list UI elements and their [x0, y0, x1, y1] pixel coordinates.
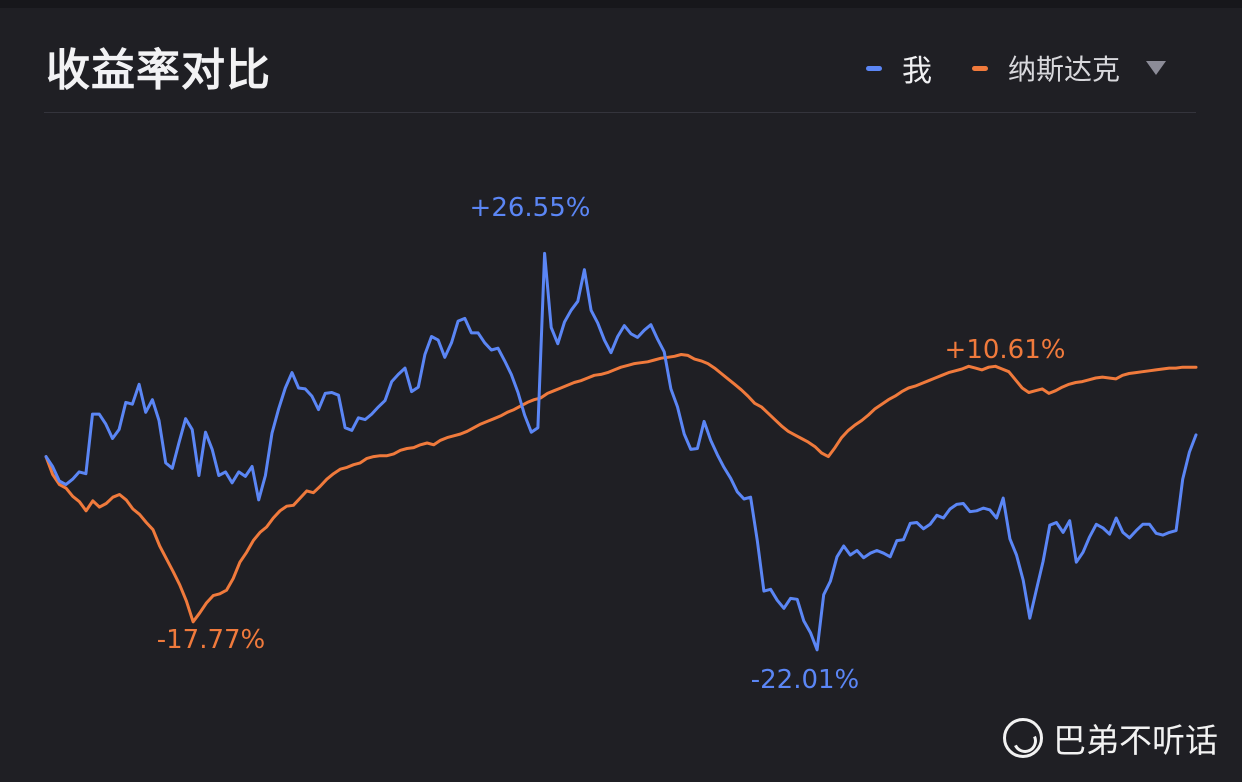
page-title: 收益率对比: [46, 45, 271, 96]
watermark: 巴弟不听话: [1003, 714, 1218, 762]
header-divider: [44, 112, 1196, 113]
weibo-logo-icon: [1003, 718, 1043, 758]
legend-swatch-benchmark: [971, 65, 988, 71]
annotation-nasdaq-max: +10.61%: [945, 335, 1066, 365]
dropdown-caret-icon[interactable]: [1146, 61, 1166, 75]
annotation-mine-min: -22.01%: [751, 665, 860, 695]
chart-header: 收益率对比 我 纳斯达克: [0, 8, 1242, 112]
legend-label-benchmark: 纳斯达克: [1007, 53, 1120, 86]
benchmark-selector[interactable]: 纳斯达克: [971, 48, 1166, 88]
legend-swatch-mine: [865, 65, 882, 71]
legend-label-mine: 我: [901, 54, 932, 89]
annotation-mine-max: +26.55%: [470, 193, 591, 223]
legend: 我 纳斯达克: [826, 46, 1166, 90]
series-line-nasdaq: [44, 353, 1198, 624]
watermark-text: 巴弟不听话: [1053, 721, 1218, 760]
top-status-strip: [0, 0, 1242, 8]
legend-item-mine[interactable]: 我: [865, 46, 932, 90]
annotation-nasdaq-min: -17.77%: [157, 625, 266, 655]
series-line-mine: [44, 251, 1198, 652]
